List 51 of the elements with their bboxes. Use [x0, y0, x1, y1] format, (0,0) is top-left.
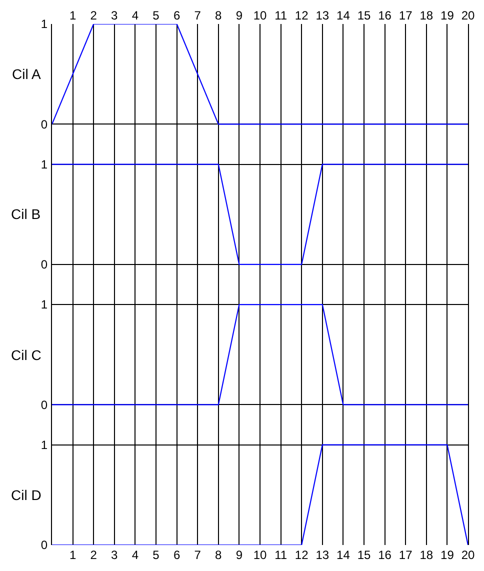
x-tick-label: 6 — [173, 8, 180, 23]
x-tick-label: 13 — [316, 8, 330, 23]
x-tick-label: 14 — [336, 548, 350, 562]
x-tick-label: 14 — [336, 8, 350, 23]
x-tick-label: 17 — [398, 548, 413, 562]
x-tick-label: 3 — [111, 548, 118, 562]
y-tick-label: 0 — [40, 258, 48, 272]
x-tick-label: 9 — [236, 8, 243, 23]
x-tick-label: 11 — [274, 548, 288, 562]
y-tick-label: 1 — [40, 298, 48, 312]
y-axis-title: Cil A — [12, 66, 42, 82]
x-tick-label: 19 — [440, 8, 454, 23]
y-tick-label: 0 — [40, 398, 48, 412]
x-tick-label: 13 — [316, 548, 330, 562]
x-tick-label: 4 — [132, 548, 139, 562]
x-tick-label: 12 — [294, 8, 309, 23]
x-tick-label: 4 — [132, 8, 139, 23]
x-tick-label: 1 — [69, 548, 76, 562]
x-tick-label: 1 — [69, 8, 76, 23]
x-tick-label: 2 — [90, 8, 98, 23]
x-tick-label: 10 — [253, 548, 267, 562]
x-tick-label: 7 — [194, 8, 202, 23]
y-axis-title: Cil B — [11, 206, 41, 222]
y-tick-label: 0 — [40, 117, 48, 132]
x-tick-label: 2 — [90, 548, 98, 562]
x-tick-label: 11 — [274, 8, 288, 23]
x-tick-label: 7 — [194, 548, 202, 562]
x-tick-label: 16 — [378, 548, 392, 562]
y-axis-title: Cil C — [11, 347, 42, 363]
x-tick-label: 20 — [461, 8, 475, 23]
y-tick-label: 1 — [40, 438, 48, 452]
x-tick-label: 3 — [111, 8, 118, 23]
x-tick-label: 9 — [236, 548, 243, 562]
x-tick-label: 10 — [253, 8, 267, 23]
x-tick-label: 17 — [398, 8, 413, 23]
x-tick-label: 5 — [152, 8, 160, 23]
x-tick-label: 15 — [357, 548, 371, 562]
x-tick-label: 12 — [294, 548, 309, 562]
y-axis-title: Cil D — [11, 487, 42, 503]
x-tick-label: 20 — [461, 548, 475, 562]
x-tick-label: 8 — [215, 548, 222, 562]
x-tick-label: 19 — [440, 548, 454, 562]
y-tick-label: 1 — [40, 157, 48, 172]
x-tick-label: 18 — [420, 548, 434, 562]
x-tick-label: 18 — [420, 8, 434, 23]
x-tick-label: 6 — [173, 548, 180, 562]
x-tick-label: 15 — [357, 8, 371, 23]
x-tick-label: 5 — [152, 548, 160, 562]
y-tick-label: 0 — [40, 538, 48, 552]
x-tick-label: 8 — [215, 8, 222, 23]
x-tick-label: 16 — [378, 8, 392, 23]
